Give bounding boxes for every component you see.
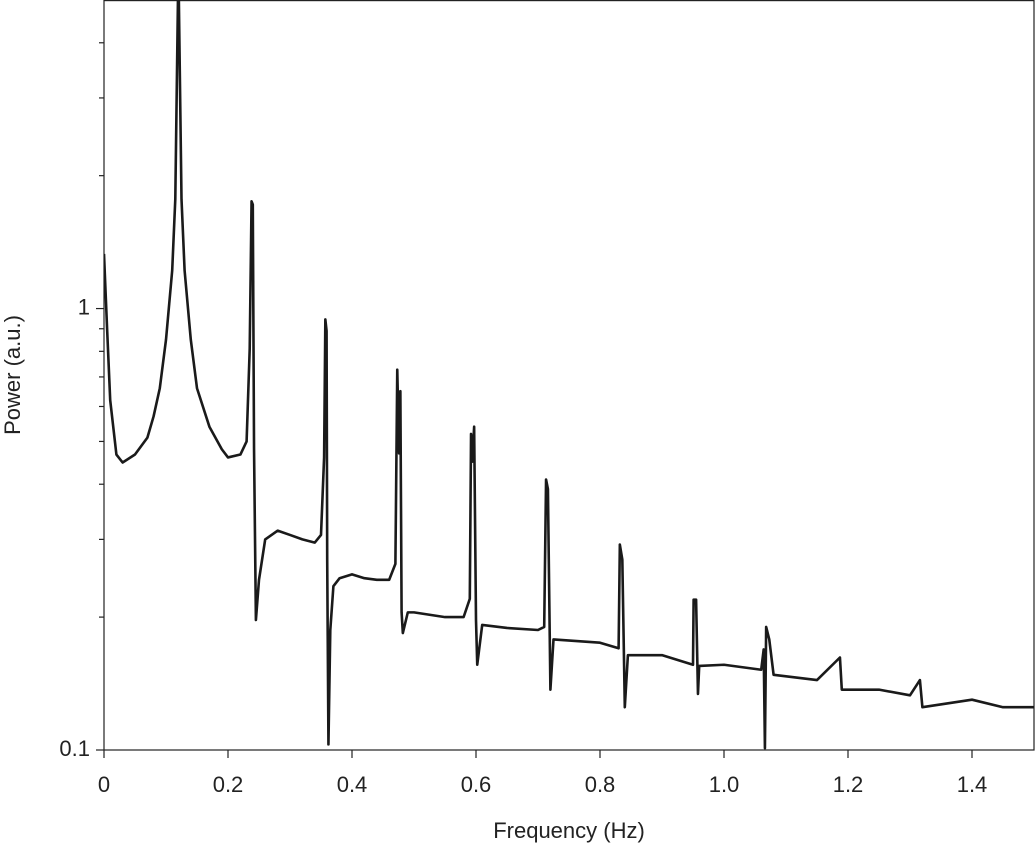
plot-area <box>104 0 1034 750</box>
x-tick-label: 1.0 <box>709 772 740 797</box>
x-tick-label: 1.4 <box>957 772 988 797</box>
x-tick-label: 0.6 <box>461 772 492 797</box>
x-tick-label: 0.8 <box>585 772 616 797</box>
y-tick-label: 1 <box>78 294 90 319</box>
x-tick-label: 0.4 <box>337 772 368 797</box>
plot-frame <box>103 0 1035 751</box>
x-tick-label: 1.2 <box>833 772 864 797</box>
x-axis-label: Frequency (Hz) <box>493 818 645 843</box>
y-axis-label: Power (a.u.) <box>0 315 25 435</box>
x-tick-label: 0.2 <box>213 772 244 797</box>
spectrum-line <box>104 0 1034 750</box>
x-tick-label: 0 <box>98 772 110 797</box>
y-tick-label: 0.1 <box>59 736 90 761</box>
